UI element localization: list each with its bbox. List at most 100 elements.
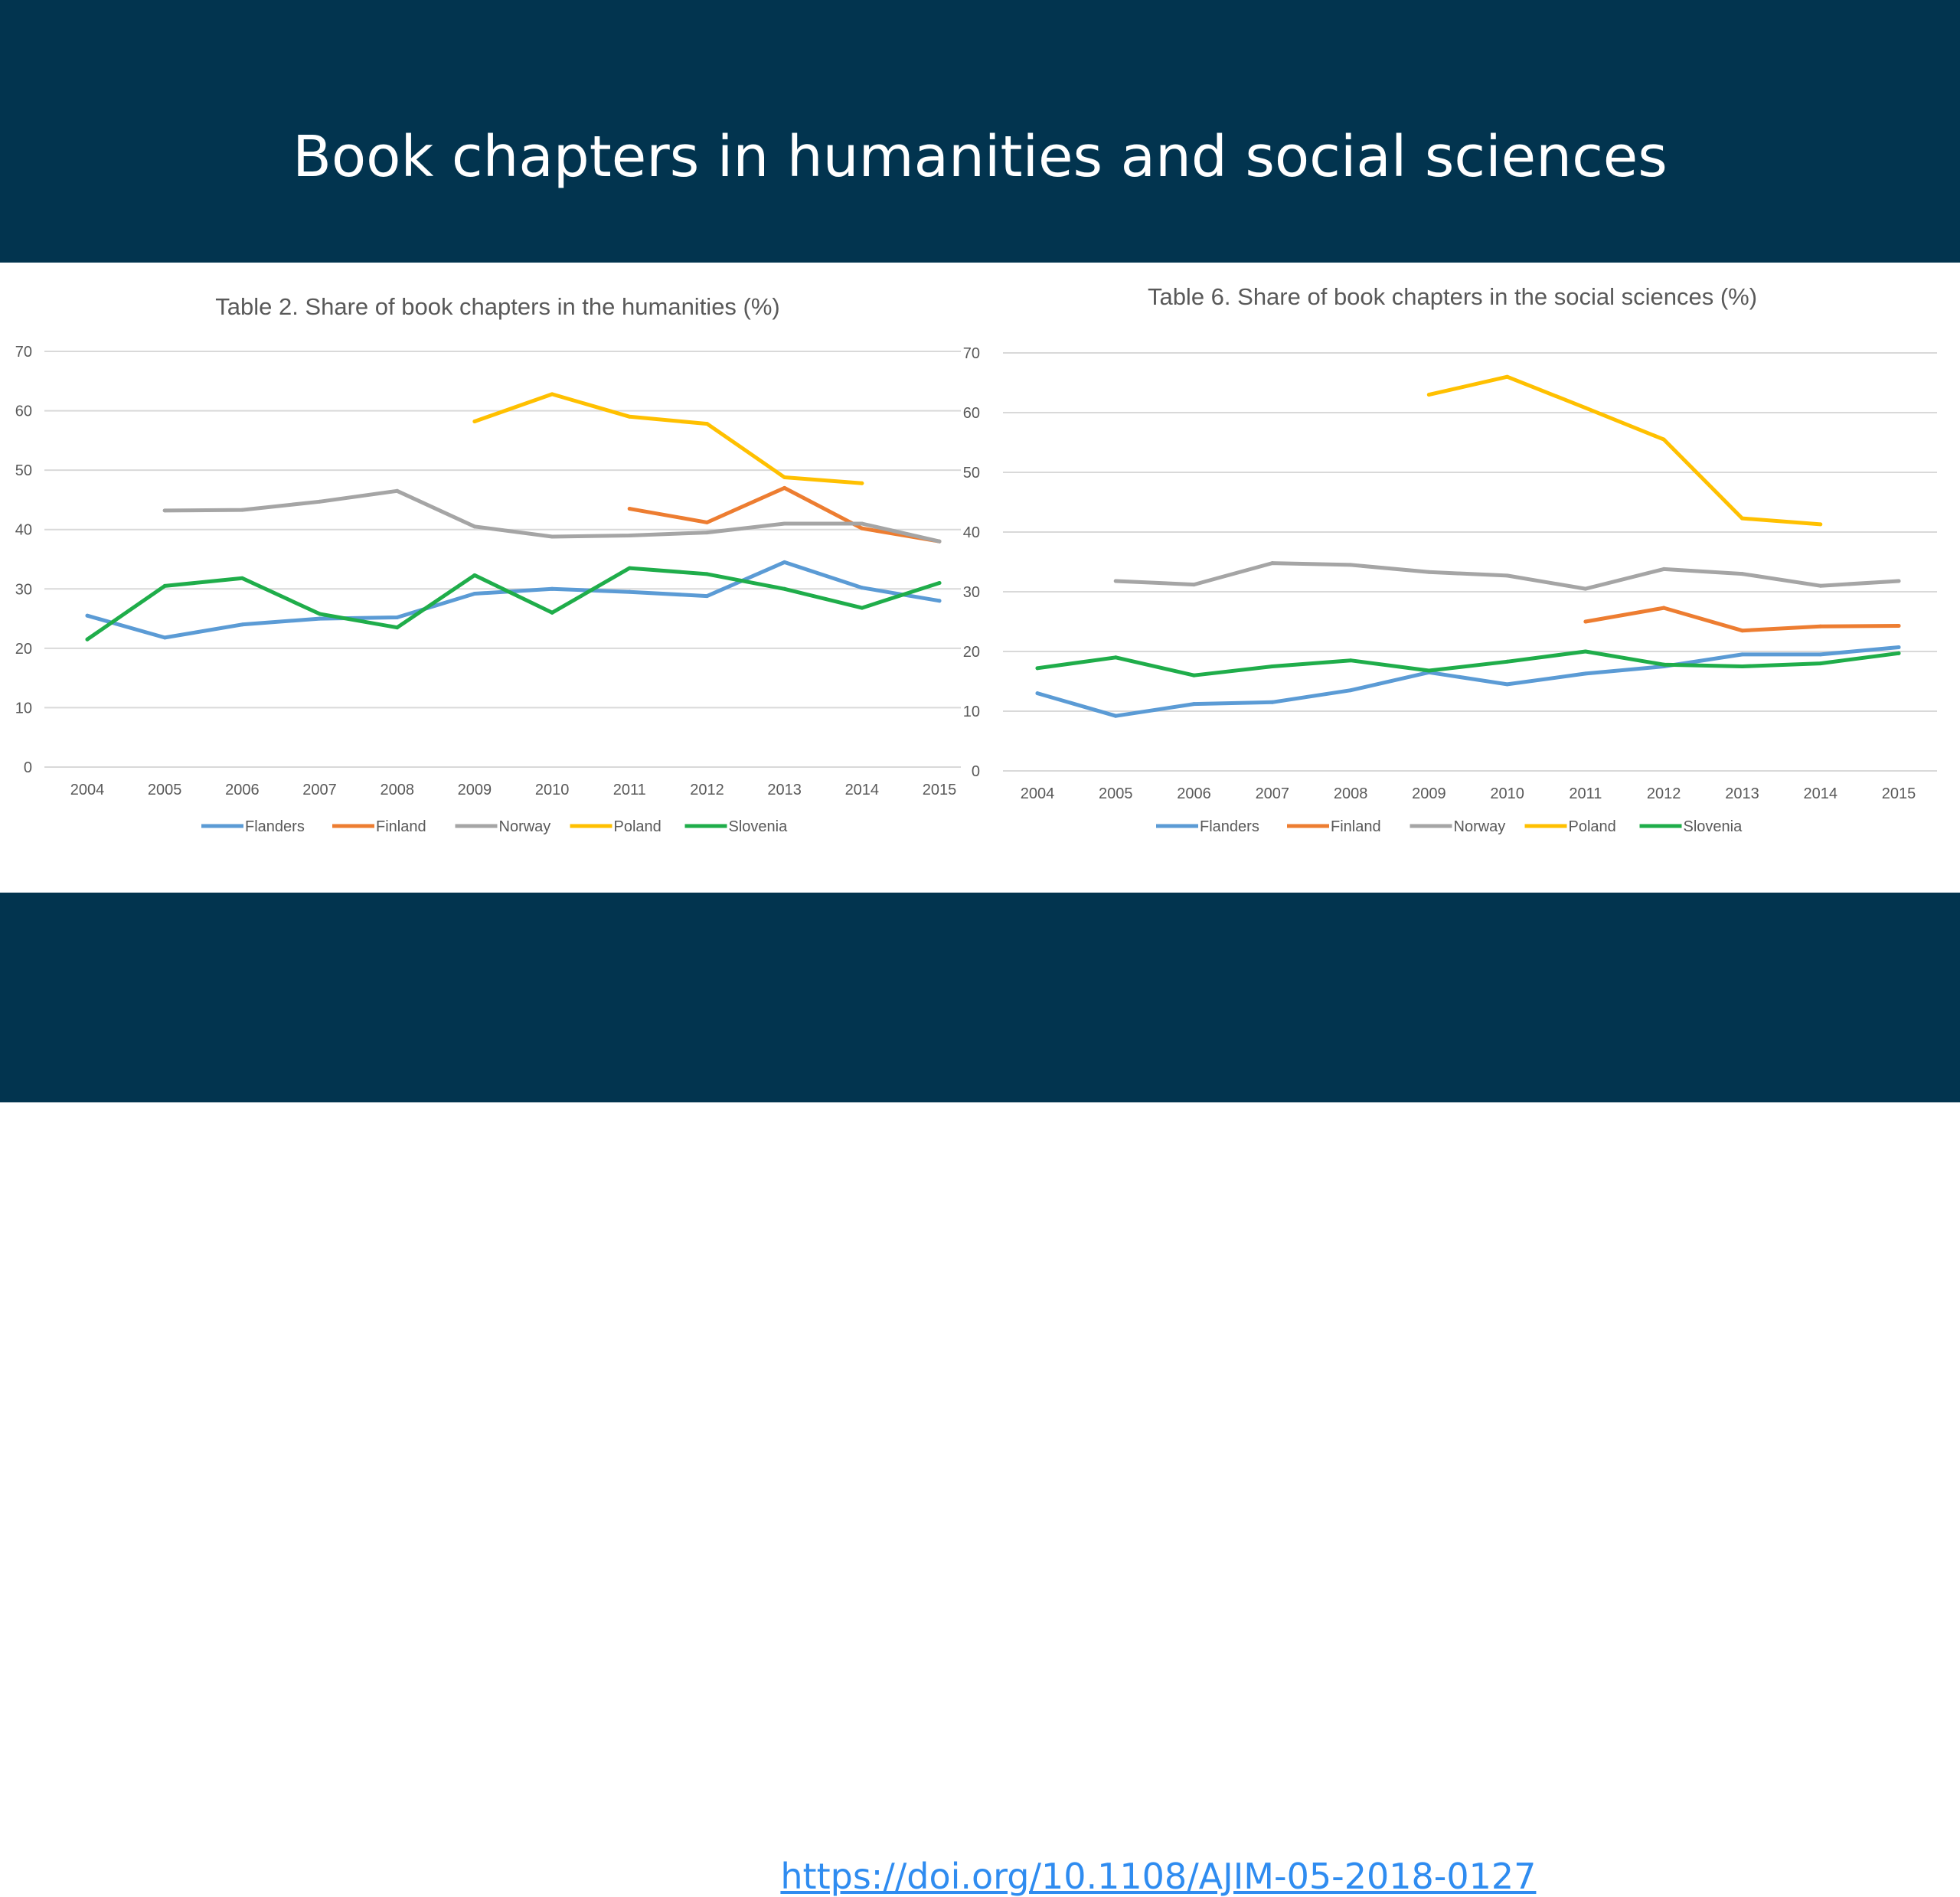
data-point-poland <box>550 392 554 397</box>
y-tick-label: 30 <box>15 581 32 598</box>
data-point-norway <box>1505 573 1510 578</box>
y-tick-label: 60 <box>15 403 32 420</box>
data-point-finland <box>1818 624 1823 629</box>
x-tick-label: 2013 <box>767 782 802 798</box>
data-point-finland <box>860 526 864 531</box>
data-point-norway <box>1740 572 1744 576</box>
data-point-flanders <box>1113 713 1118 718</box>
y-tick-label: 10 <box>963 704 980 720</box>
data-point-flanders <box>472 591 477 596</box>
data-point-slovenia <box>1740 664 1744 668</box>
chart-title: Table 2. Share of book chapters in the h… <box>215 293 780 320</box>
y-tick-label: 20 <box>963 644 980 661</box>
data-point-norway <box>395 488 400 493</box>
data-point-poland <box>1505 374 1510 379</box>
data-point-slovenia <box>1035 666 1040 671</box>
data-point-flanders <box>1740 652 1744 657</box>
legend-label-norway: Norway <box>499 818 551 835</box>
data-point-flanders <box>1192 702 1197 707</box>
y-tick-label: 70 <box>963 345 980 362</box>
data-point-norway <box>860 521 864 526</box>
series-line-flanders <box>85 560 942 640</box>
x-tick-label: 2014 <box>845 782 880 798</box>
data-point-flanders <box>550 586 554 591</box>
data-point-flanders <box>318 616 322 621</box>
chart-social-sciences: Table 6. Share of book chapters in the s… <box>963 283 1937 835</box>
data-point-poland <box>1661 437 1666 442</box>
data-point-slovenia <box>472 573 477 577</box>
chart-humanities: Table 2. Share of book chapters in the h… <box>15 293 961 835</box>
legend-label-finland: Finland <box>376 818 426 835</box>
y-tick-label: 60 <box>963 405 980 422</box>
legend-label-slovenia: Slovenia <box>1684 818 1743 835</box>
legend-label-finland: Finland <box>1331 818 1381 835</box>
y-tick-label: 50 <box>963 465 980 482</box>
data-point-norway <box>704 531 709 535</box>
x-tick-label: 2013 <box>1725 785 1759 802</box>
data-point-slovenia <box>1270 664 1275 668</box>
data-point-finland <box>782 485 787 490</box>
series-line-poland <box>472 392 864 485</box>
legend-label-poland: Poland <box>1569 818 1616 835</box>
data-point-slovenia <box>1348 658 1353 663</box>
data-point-slovenia <box>1426 668 1431 673</box>
series-line-flanders <box>1035 645 1901 718</box>
data-point-flanders <box>1896 645 1901 650</box>
x-tick-label: 2011 <box>1569 785 1602 802</box>
data-point-norway <box>1896 579 1901 583</box>
data-point-poland <box>782 475 787 479</box>
data-point-norway <box>1192 583 1197 587</box>
data-point-slovenia <box>937 581 942 586</box>
legend-label-poland: Poland <box>614 818 662 835</box>
x-tick-label: 2015 <box>1882 785 1916 802</box>
y-tick-label: 40 <box>15 522 32 539</box>
data-point-poland <box>627 414 632 419</box>
data-point-flanders <box>240 622 244 627</box>
y-tick-label: 30 <box>963 584 980 601</box>
doi-link[interactable]: https://doi.org/10.1108/AJIM-05-2018-012… <box>780 1856 1537 1897</box>
data-point-flanders <box>1270 700 1275 704</box>
x-tick-label: 2008 <box>380 782 414 798</box>
data-point-flanders <box>1505 682 1510 687</box>
data-point-finland <box>1583 619 1588 624</box>
y-tick-label: 0 <box>972 763 980 780</box>
data-point-slovenia <box>550 610 554 615</box>
citation: Engels et al (2018), https://doi.org/10.… <box>0 1859 1960 1894</box>
data-point-slovenia <box>1896 651 1901 655</box>
data-point-poland <box>704 422 709 426</box>
data-point-slovenia <box>704 572 709 576</box>
data-point-poland <box>1740 516 1744 521</box>
chart-title: Table 6. Share of book chapters in the s… <box>1148 283 1757 310</box>
x-tick-label: 2010 <box>1490 785 1524 802</box>
data-point-finland <box>704 520 709 524</box>
data-point-slovenia <box>860 606 864 610</box>
data-point-norway <box>318 499 322 504</box>
legend-label-norway: Norway <box>1454 818 1506 835</box>
data-point-flanders <box>704 594 709 599</box>
data-point-norway <box>1270 561 1275 566</box>
data-point-finland <box>1661 606 1666 610</box>
data-point-flanders <box>1818 652 1823 657</box>
data-point-norway <box>627 533 632 537</box>
data-point-flanders <box>1348 688 1353 693</box>
data-point-norway <box>782 521 787 526</box>
data-point-norway <box>550 534 554 539</box>
x-tick-label: 2004 <box>70 782 105 798</box>
data-point-slovenia <box>627 566 632 570</box>
y-tick-label: 20 <box>15 641 32 658</box>
data-point-flanders <box>1035 691 1040 696</box>
y-tick-label: 70 <box>15 344 32 361</box>
series-line-slovenia <box>1035 649 1901 678</box>
series-line-finland <box>1583 606 1901 633</box>
x-tick-label: 2005 <box>148 782 182 798</box>
data-point-slovenia <box>162 583 167 588</box>
data-point-flanders <box>627 589 632 594</box>
data-point-norway <box>1661 566 1666 571</box>
y-tick-label: 10 <box>15 700 32 717</box>
data-point-slovenia <box>1505 659 1510 664</box>
x-tick-label: 2007 <box>1256 785 1290 802</box>
data-point-norway <box>1113 579 1118 583</box>
legend-label-slovenia: Slovenia <box>729 818 789 835</box>
x-tick-label: 2011 <box>613 782 646 798</box>
